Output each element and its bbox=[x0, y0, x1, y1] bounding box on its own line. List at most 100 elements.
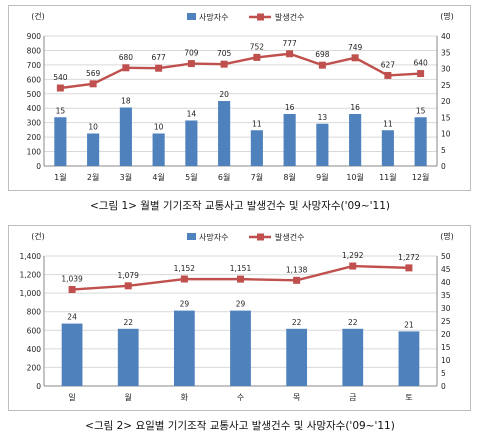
line-data-label: 569 bbox=[86, 69, 101, 78]
line-marker bbox=[318, 61, 326, 69]
line-marker bbox=[405, 264, 413, 272]
bar bbox=[342, 328, 364, 386]
line-marker bbox=[187, 60, 195, 68]
left-axis-tick-label: 800 bbox=[27, 308, 42, 317]
legend-line-label: 발생건수 bbox=[275, 232, 304, 242]
right-axis-unit: (명) bbox=[440, 11, 454, 21]
bar bbox=[54, 117, 67, 166]
legend-line-marker bbox=[257, 233, 264, 241]
left-axis-tick-label: 200 bbox=[27, 133, 42, 142]
bar-data-label: 18 bbox=[121, 97, 131, 106]
right-axis-tick-label: 35 bbox=[441, 291, 451, 300]
line-data-label: 640 bbox=[413, 59, 428, 68]
right-axis-tick-label: 20 bbox=[441, 330, 451, 339]
right-axis-tick-label: 30 bbox=[441, 304, 451, 313]
right-axis-tick-label: 20 bbox=[441, 97, 451, 106]
x-axis-tick-label: 2월 bbox=[87, 172, 99, 182]
x-axis-tick-label: 6월 bbox=[218, 172, 230, 182]
legend-bar-label: 사망자수 bbox=[199, 232, 228, 242]
legend-bar-swatch bbox=[187, 233, 196, 240]
legend-bar-label: 사망자수 bbox=[199, 12, 228, 22]
x-axis-tick-label: 일 bbox=[68, 393, 75, 402]
bar bbox=[152, 133, 165, 166]
x-axis-tick-label: 11월 bbox=[379, 172, 397, 182]
line-marker bbox=[155, 64, 163, 72]
line-marker bbox=[122, 64, 130, 72]
line-data-label: 705 bbox=[217, 49, 232, 58]
bar-data-label: 15 bbox=[416, 106, 426, 115]
right-axis-tick-label: 25 bbox=[441, 81, 451, 90]
x-axis-tick-label: 목 bbox=[293, 393, 300, 402]
line-data-label: 1,152 bbox=[174, 264, 196, 273]
bar-data-label: 22 bbox=[292, 318, 302, 327]
bar-data-label: 16 bbox=[350, 103, 360, 112]
left-axis-tick-label: 1,200 bbox=[20, 271, 42, 280]
left-axis-tick-label: 400 bbox=[27, 104, 42, 113]
bar-data-label: 22 bbox=[348, 318, 358, 327]
legend-line-marker bbox=[257, 13, 264, 21]
line-marker bbox=[286, 50, 294, 58]
line-marker bbox=[68, 286, 76, 294]
x-axis-tick-label: 수 bbox=[237, 393, 244, 402]
legend-line-label: 발생건수 bbox=[275, 12, 304, 22]
caption-weekday: <그림 2> 요일별 기기조작 교통사고 발생건수 및 사망자수('09~'11… bbox=[85, 420, 395, 432]
bar-data-label: 29 bbox=[180, 300, 190, 309]
legend-bar-swatch bbox=[187, 13, 196, 20]
bar-data-label: 11 bbox=[383, 119, 393, 128]
left-axis-tick-label: 1,000 bbox=[20, 289, 42, 298]
right-axis-tick-label: 30 bbox=[441, 65, 451, 74]
line-marker bbox=[349, 262, 357, 270]
line-marker bbox=[89, 80, 97, 88]
line-data-label: 627 bbox=[381, 60, 396, 69]
bar bbox=[414, 117, 427, 166]
left-axis-unit: (건) bbox=[31, 11, 45, 21]
line-marker bbox=[237, 275, 244, 283]
right-axis-tick-label: 10 bbox=[441, 356, 451, 365]
right-axis-tick-label: 5 bbox=[441, 146, 446, 155]
left-axis-tick-label: 800 bbox=[27, 46, 42, 55]
x-axis-tick-label: 4월 bbox=[152, 172, 164, 182]
bar-data-label: 20 bbox=[219, 90, 229, 99]
bar-data-label: 14 bbox=[187, 110, 197, 119]
right-axis-tick-label: 0 bbox=[441, 382, 446, 391]
left-axis-tick-label: 1,400 bbox=[20, 252, 42, 261]
right-axis-tick-label: 10 bbox=[441, 130, 451, 139]
right-axis-tick-label: 40 bbox=[441, 278, 451, 287]
line-data-label: 1,272 bbox=[398, 253, 420, 262]
bar bbox=[398, 331, 420, 386]
right-axis-tick-label: 0 bbox=[441, 162, 446, 171]
line-data-label: 1,039 bbox=[61, 275, 83, 284]
line-marker bbox=[56, 84, 64, 92]
left-axis-tick-label: 100 bbox=[27, 148, 42, 157]
line-data-label: 1,151 bbox=[230, 264, 252, 273]
right-axis-tick-label: 25 bbox=[441, 317, 451, 326]
x-axis-tick-label: 3월 bbox=[120, 172, 132, 182]
line-data-label: 1,079 bbox=[117, 271, 139, 280]
line-data-label: 1,292 bbox=[342, 251, 364, 260]
line-marker bbox=[384, 71, 392, 79]
bar-data-label: 11 bbox=[252, 119, 262, 128]
line-marker bbox=[124, 282, 132, 290]
left-axis-tick-label: 600 bbox=[27, 75, 42, 84]
chart-monthly: 0 100 200 300 400 500 600 700 800 900 0 5 10 15 20 25 30… bbox=[27, 11, 454, 182]
bar bbox=[218, 101, 231, 166]
bar-data-label: 29 bbox=[236, 300, 246, 309]
left-axis-tick-label: 0 bbox=[36, 162, 41, 171]
left-axis-tick-label: 900 bbox=[27, 32, 42, 41]
bar bbox=[381, 130, 394, 166]
line-marker bbox=[351, 54, 359, 62]
bar-data-label: 16 bbox=[285, 103, 295, 112]
line-marker bbox=[220, 60, 228, 68]
bar bbox=[61, 323, 83, 386]
line-data-label: 540 bbox=[53, 73, 68, 82]
line-marker bbox=[293, 276, 301, 284]
bar-data-label: 24 bbox=[67, 313, 77, 322]
line-data-label: 709 bbox=[184, 49, 199, 58]
bar bbox=[283, 114, 296, 166]
bar bbox=[286, 328, 308, 386]
bar bbox=[117, 328, 139, 386]
bar-data-label: 13 bbox=[318, 113, 328, 122]
right-axis-tick-label: 40 bbox=[441, 32, 451, 41]
line-marker bbox=[253, 53, 261, 61]
right-axis-tick-label: 45 bbox=[441, 265, 451, 274]
